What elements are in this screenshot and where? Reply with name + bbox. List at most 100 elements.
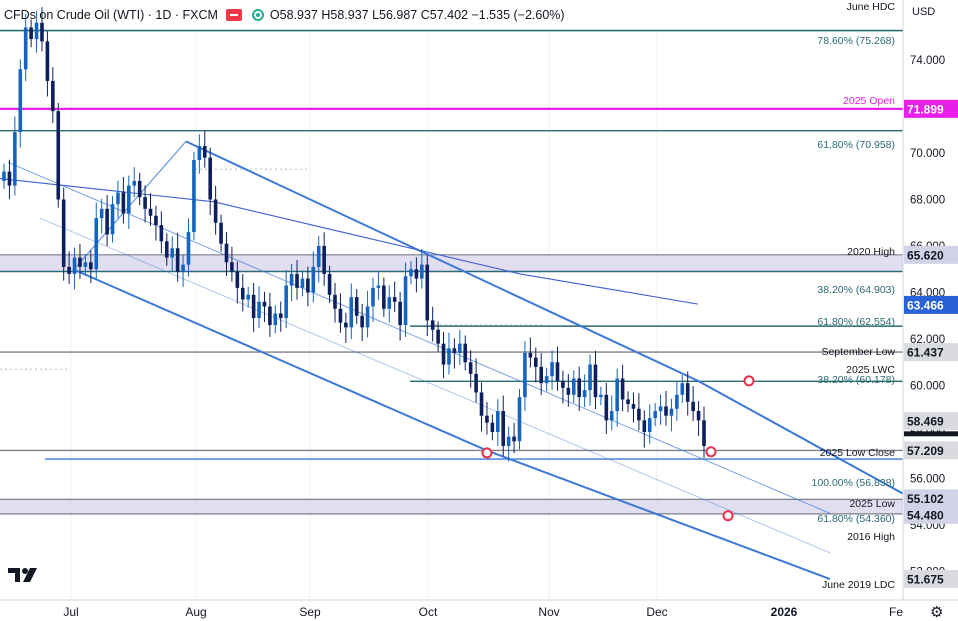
x-tick-label: Oct	[419, 605, 438, 619]
price-label: 58.469	[907, 415, 944, 429]
x-tick-label: 2026	[771, 605, 798, 619]
level-label: 2025 Open	[843, 95, 895, 107]
candle-body	[224, 243, 229, 263]
candle-body	[658, 406, 663, 412]
candle-body	[653, 411, 657, 419]
moving-average-line	[0, 178, 699, 305]
candle-body	[240, 287, 245, 300]
candle-body	[338, 308, 343, 323]
level-label: 61.80% (70.958)	[817, 139, 895, 151]
candle-body	[121, 192, 126, 214]
candle-body	[327, 273, 332, 295]
candle-body	[159, 225, 164, 242]
y-tick-label: 74.000	[910, 55, 945, 67]
candle-body	[72, 257, 77, 274]
channel-line-channel-lower	[72, 268, 831, 580]
level-label: 2025 Low Close	[820, 447, 895, 459]
level-label: 2025 LWC	[846, 364, 895, 376]
candle-body	[202, 146, 207, 158]
candle-body	[208, 157, 213, 200]
candle-body	[669, 408, 674, 416]
candle-body	[702, 420, 706, 446]
candle-body	[132, 180, 137, 186]
price-label: 55.102	[907, 492, 944, 506]
candle-body	[452, 348, 457, 353]
x-tick-label: Dec	[646, 605, 667, 619]
candle-body	[148, 208, 153, 216]
pivot-marker	[722, 510, 734, 522]
candle-body	[458, 343, 462, 353]
y-tick-label: 56.000	[910, 474, 945, 486]
candle-body	[289, 273, 294, 286]
gear-icon[interactable]: ⚙	[930, 604, 944, 621]
channel-line-channel-median	[7, 161, 831, 514]
channel-guide-1	[39, 217, 831, 554]
candle-body	[490, 422, 495, 432]
candle-body	[512, 436, 516, 442]
candle-body	[51, 80, 55, 112]
candle-body	[278, 313, 283, 319]
candle-body	[430, 320, 435, 330]
candle-body	[186, 232, 191, 265]
candle-body	[696, 411, 701, 421]
level-label: 2020 High	[847, 246, 895, 258]
candle-body	[495, 411, 500, 432]
candle-body	[599, 394, 603, 398]
last-close-marker	[904, 431, 958, 437]
candle-body	[349, 297, 354, 328]
price-label: 65.620	[907, 248, 944, 262]
candle-body	[571, 378, 576, 395]
level-label: June 2019 LDC	[822, 579, 895, 591]
candle-body	[83, 262, 88, 267]
candle-body	[691, 401, 695, 412]
level-label: 2016 High	[847, 531, 895, 543]
candle-body	[593, 364, 598, 398]
price-label-box	[904, 570, 958, 589]
y-tick-label: 60.000	[910, 381, 945, 393]
candle-body	[7, 171, 12, 186]
candle-body	[582, 390, 587, 398]
y-tick-label: 70.000	[910, 148, 945, 160]
pivot-marker	[743, 375, 755, 387]
candle-body	[609, 411, 614, 421]
pivot-marker	[481, 447, 493, 459]
candle-body	[414, 269, 419, 279]
price-label-box	[904, 505, 958, 524]
ohlc-readout: O58.937 H58.937 L56.987 C57.402 −1.535 (…	[269, 8, 565, 22]
candle-body	[170, 248, 175, 258]
level-label: June HDC	[847, 1, 896, 13]
candle-body	[392, 297, 397, 302]
candle-body	[29, 27, 33, 40]
price-label: 54.480	[907, 508, 944, 522]
candle-body	[235, 271, 240, 288]
zone-2025-low	[0, 499, 903, 514]
flag-icon[interactable]	[225, 9, 242, 21]
candle-body	[300, 278, 305, 288]
candle-body	[13, 132, 17, 186]
candle-body	[441, 343, 446, 365]
candle-body	[528, 352, 533, 358]
price-label-box	[904, 295, 958, 314]
candle-body	[642, 420, 647, 432]
candle-body	[398, 301, 402, 326]
candle-body	[284, 285, 288, 319]
candle-body	[94, 218, 99, 270]
currency-label[interactable]: USD	[912, 6, 936, 18]
symbol-title[interactable]: CFDs on Crude Oil (WTI) · 1D · FXCM	[4, 8, 218, 22]
candle-body	[273, 313, 278, 326]
price-label-box	[904, 245, 958, 264]
level-label: 78.60% (75.268)	[817, 35, 895, 47]
candle-body	[626, 399, 630, 405]
level-label: 2025 Low	[849, 498, 895, 510]
tradingview-logo-icon[interactable]	[8, 566, 42, 584]
candle-body	[306, 278, 310, 293]
candle-body	[246, 294, 250, 300]
price-label: 51.675	[907, 573, 944, 587]
x-tick-label: Nov	[538, 605, 559, 619]
y-tick-label: 62.000	[910, 334, 945, 346]
candle-body	[501, 411, 506, 446]
candle-body	[344, 322, 348, 328]
x-tick-label: Jul	[63, 605, 78, 619]
x-tick-label: Aug	[185, 605, 206, 619]
